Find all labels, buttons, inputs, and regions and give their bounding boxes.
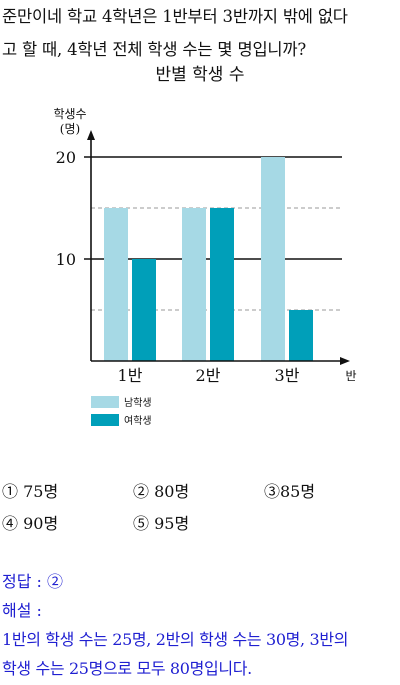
- bar-girls-1: [132, 259, 156, 361]
- option-4[interactable]: ④ 90명: [2, 514, 59, 533]
- x-tick-label: 2반: [196, 366, 221, 385]
- legend-label-2: 여학생: [124, 415, 152, 427]
- explanation-label: 해설 :: [2, 601, 42, 620]
- option-2[interactable]: ② 80명: [133, 482, 190, 501]
- y-axis-arrow: [87, 130, 95, 140]
- x-tick-label: 3반: [275, 366, 300, 385]
- y-tick-label: 10: [56, 250, 76, 269]
- explanation-line-2: 학생 수는 25명으로 모두 80명입니다.: [2, 659, 252, 678]
- question-line-2: 고 할 때, 4학년 전체 학생 수는 몇 명입니까?: [2, 40, 307, 59]
- legend-swatch-2: [91, 414, 119, 426]
- answer-label: 정답 : ②: [2, 572, 64, 591]
- bar-girls-2: [210, 208, 234, 361]
- bar-girls-3: [289, 310, 313, 361]
- explanation-line-1: 1반의 학생 수는 25명, 2반의 학생 수는 30명, 3반의: [2, 630, 349, 649]
- x-tick-label: 1반: [118, 366, 143, 385]
- option-1[interactable]: ① 75명: [2, 482, 59, 501]
- option-5[interactable]: ⑤ 95명: [133, 514, 190, 533]
- option-3[interactable]: ③85명: [264, 482, 316, 501]
- y-axis-label: 학생수: [53, 107, 86, 121]
- bar-boys-3: [261, 157, 285, 361]
- y-tick-label: 20: [56, 148, 76, 167]
- bar-boys-1: [104, 208, 128, 361]
- x-axis-arrow: [340, 357, 350, 365]
- x-axis-label: 반: [345, 369, 356, 383]
- y-axis-unit: (명): [60, 122, 80, 136]
- answer-section: 정답 : ② 해설 : 1반의 학생 수는 25명, 2반의 학생 수는 30명…: [2, 567, 400, 683]
- bar-boys-2: [182, 208, 206, 361]
- question-line-1: 준만이네 학교 4학년은 1반부터 3반까지 밖에 없다: [2, 7, 348, 26]
- legend-label-1: 남학생: [124, 397, 152, 409]
- chart-title: 반별 학생 수: [155, 65, 245, 85]
- legend-swatch-1: [91, 396, 119, 408]
- question-text: 준만이네 학교 4학년은 1반부터 3반까지 밖에 없다 고 할 때, 4학년 …: [2, 0, 398, 66]
